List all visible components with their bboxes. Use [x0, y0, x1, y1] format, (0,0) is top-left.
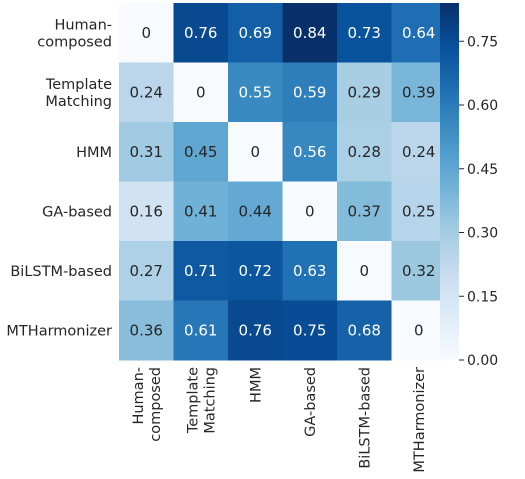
cell-value-label: 0 [414, 321, 424, 339]
column-tick-label: TemplateMatching [185, 367, 218, 434]
colorbar-gradient [440, 3, 459, 360]
cell-value-label: 0 [250, 143, 260, 161]
row-tick-labels: Human-composed Template Matching HMM GA-base… [6, 17, 112, 339]
row-tick-label: BiLSTM-based [10, 264, 112, 280]
heatmap-cell [119, 3, 174, 63]
column-tick-label: HMM [248, 367, 264, 403]
cell-value-label: 0.16 [130, 202, 163, 220]
cell-value-label: 0.24 [130, 83, 163, 101]
cell-value-label: 0.56 [293, 143, 326, 161]
row-tick-label: HMM [76, 145, 112, 161]
heatmap-cell [282, 122, 338, 182]
colorbar-tick-label: 0.30 [467, 226, 498, 242]
cell-value-label: 0.28 [348, 143, 381, 161]
colorbar-tick-label: 0.60 [467, 98, 498, 114]
heatmap-cell [173, 300, 229, 361]
cell-value-label: 0.55 [239, 83, 272, 101]
heatmap-cell [391, 181, 447, 242]
heatmap-cell [228, 181, 283, 242]
cell-value-label: 0.25 [402, 202, 435, 220]
heatmap-cell [282, 3, 338, 63]
colorbar-tick-label: 0.15 [467, 289, 498, 305]
column-tick-label: BiLSTM-based [357, 367, 373, 469]
heatmap-cell [337, 3, 392, 63]
heatmap-cell [391, 3, 447, 63]
heatmap-cell [228, 62, 283, 123]
cell-value-label: 0.71 [184, 262, 217, 280]
heatmap-cell [337, 122, 392, 182]
heatmap-cell [337, 241, 392, 301]
heatmap-cell [173, 62, 229, 123]
heatmap-cell [119, 62, 174, 123]
heatmap-cell [391, 241, 447, 301]
cell-value-label: 0.63 [293, 262, 326, 280]
row-tick-label: MTHarmonizer [6, 323, 112, 339]
cell-value-label: 0.24 [402, 143, 435, 161]
cell-value-label: 0.76 [184, 24, 217, 42]
heatmap-cell [391, 122, 447, 182]
heatmap-cell [173, 181, 229, 242]
cell-value-label: 0.36 [130, 321, 163, 339]
cell-value-label: 0.41 [184, 202, 217, 220]
heatmap-cell [119, 241, 174, 301]
heatmap-cell [228, 300, 283, 361]
heatmap-cells: 0 0.76 0.69 0.84 0.73 0.64 0.24 0 0.55 0.59 0.29 0.… [119, 3, 447, 361]
heatmap-cell [119, 300, 174, 361]
cell-value-label: 0.45 [184, 143, 217, 161]
cell-value-label: 0.69 [239, 24, 272, 42]
heatmap-cell [337, 181, 392, 242]
colorbar-ticks: 0.00 0.15 0.30 0.45 0.60 0.75 [459, 34, 498, 369]
cell-value-label: 0.37 [348, 202, 381, 220]
cell-value-label: 0 [196, 83, 206, 101]
cell-value-label: 0.75 [293, 321, 326, 339]
cell-value-label: 0.59 [293, 83, 326, 101]
cell-value-label: 0.72 [239, 262, 272, 280]
cell-value-label: 0.27 [130, 262, 163, 280]
cell-value-label: 0.76 [239, 321, 272, 339]
column-tick-labels: Human-composed TemplateMatching HMM GA-base… [131, 367, 428, 473]
cell-value-label: 0.68 [348, 321, 381, 339]
heatmap-cell [228, 241, 283, 301]
colorbar-tick-label: 0.45 [467, 162, 498, 178]
heatmap-cell [228, 3, 283, 63]
cell-value-label: 0.73 [348, 24, 381, 42]
heatmap-cell [337, 62, 392, 123]
colorbar-tick-label: 0.00 [467, 353, 498, 369]
column-tick-label: Human-composed [131, 367, 164, 442]
heatmap-cell [282, 62, 338, 123]
heatmap-cell [228, 122, 283, 182]
row-tick-label: Template Matching [45, 77, 112, 110]
column-tick-label: GA-based [303, 367, 319, 437]
cell-value-label: 0.39 [402, 83, 435, 101]
cell-value-label: 0.64 [402, 24, 435, 42]
cell-value-label: 0.32 [402, 262, 435, 280]
heatmap-cell [282, 241, 338, 301]
heatmap-cell [173, 122, 229, 182]
cell-value-label: 0.31 [130, 143, 163, 161]
heatmap-cell [119, 181, 174, 242]
heatmap-cell [391, 62, 447, 123]
row-tick-label: Human-composed [37, 17, 112, 50]
cell-value-label: 0 [141, 24, 151, 42]
row-tick-label: GA-based [42, 204, 112, 220]
cell-value-label: 0.29 [348, 83, 381, 101]
heatmap-cell [173, 241, 229, 301]
heatmap-cell [282, 181, 338, 242]
heatmap-cell [119, 122, 174, 182]
column-tick-label: MTHarmonizer [412, 367, 428, 473]
cell-value-label: 0.61 [184, 321, 217, 339]
cell-value-label: 0.44 [239, 202, 272, 220]
cell-value-label: 0 [305, 202, 315, 220]
cell-value-label: 0.84 [293, 24, 326, 42]
heatmap-cell [173, 3, 229, 63]
heatmap-cell [282, 300, 338, 361]
heatmap-cell [337, 300, 392, 361]
colorbar: 0.00 0.15 0.30 0.45 0.60 0.75 [440, 3, 498, 369]
heatmap-cell [391, 300, 447, 361]
cell-value-label: 0 [359, 262, 369, 280]
colorbar-tick-label: 0.75 [467, 34, 498, 50]
